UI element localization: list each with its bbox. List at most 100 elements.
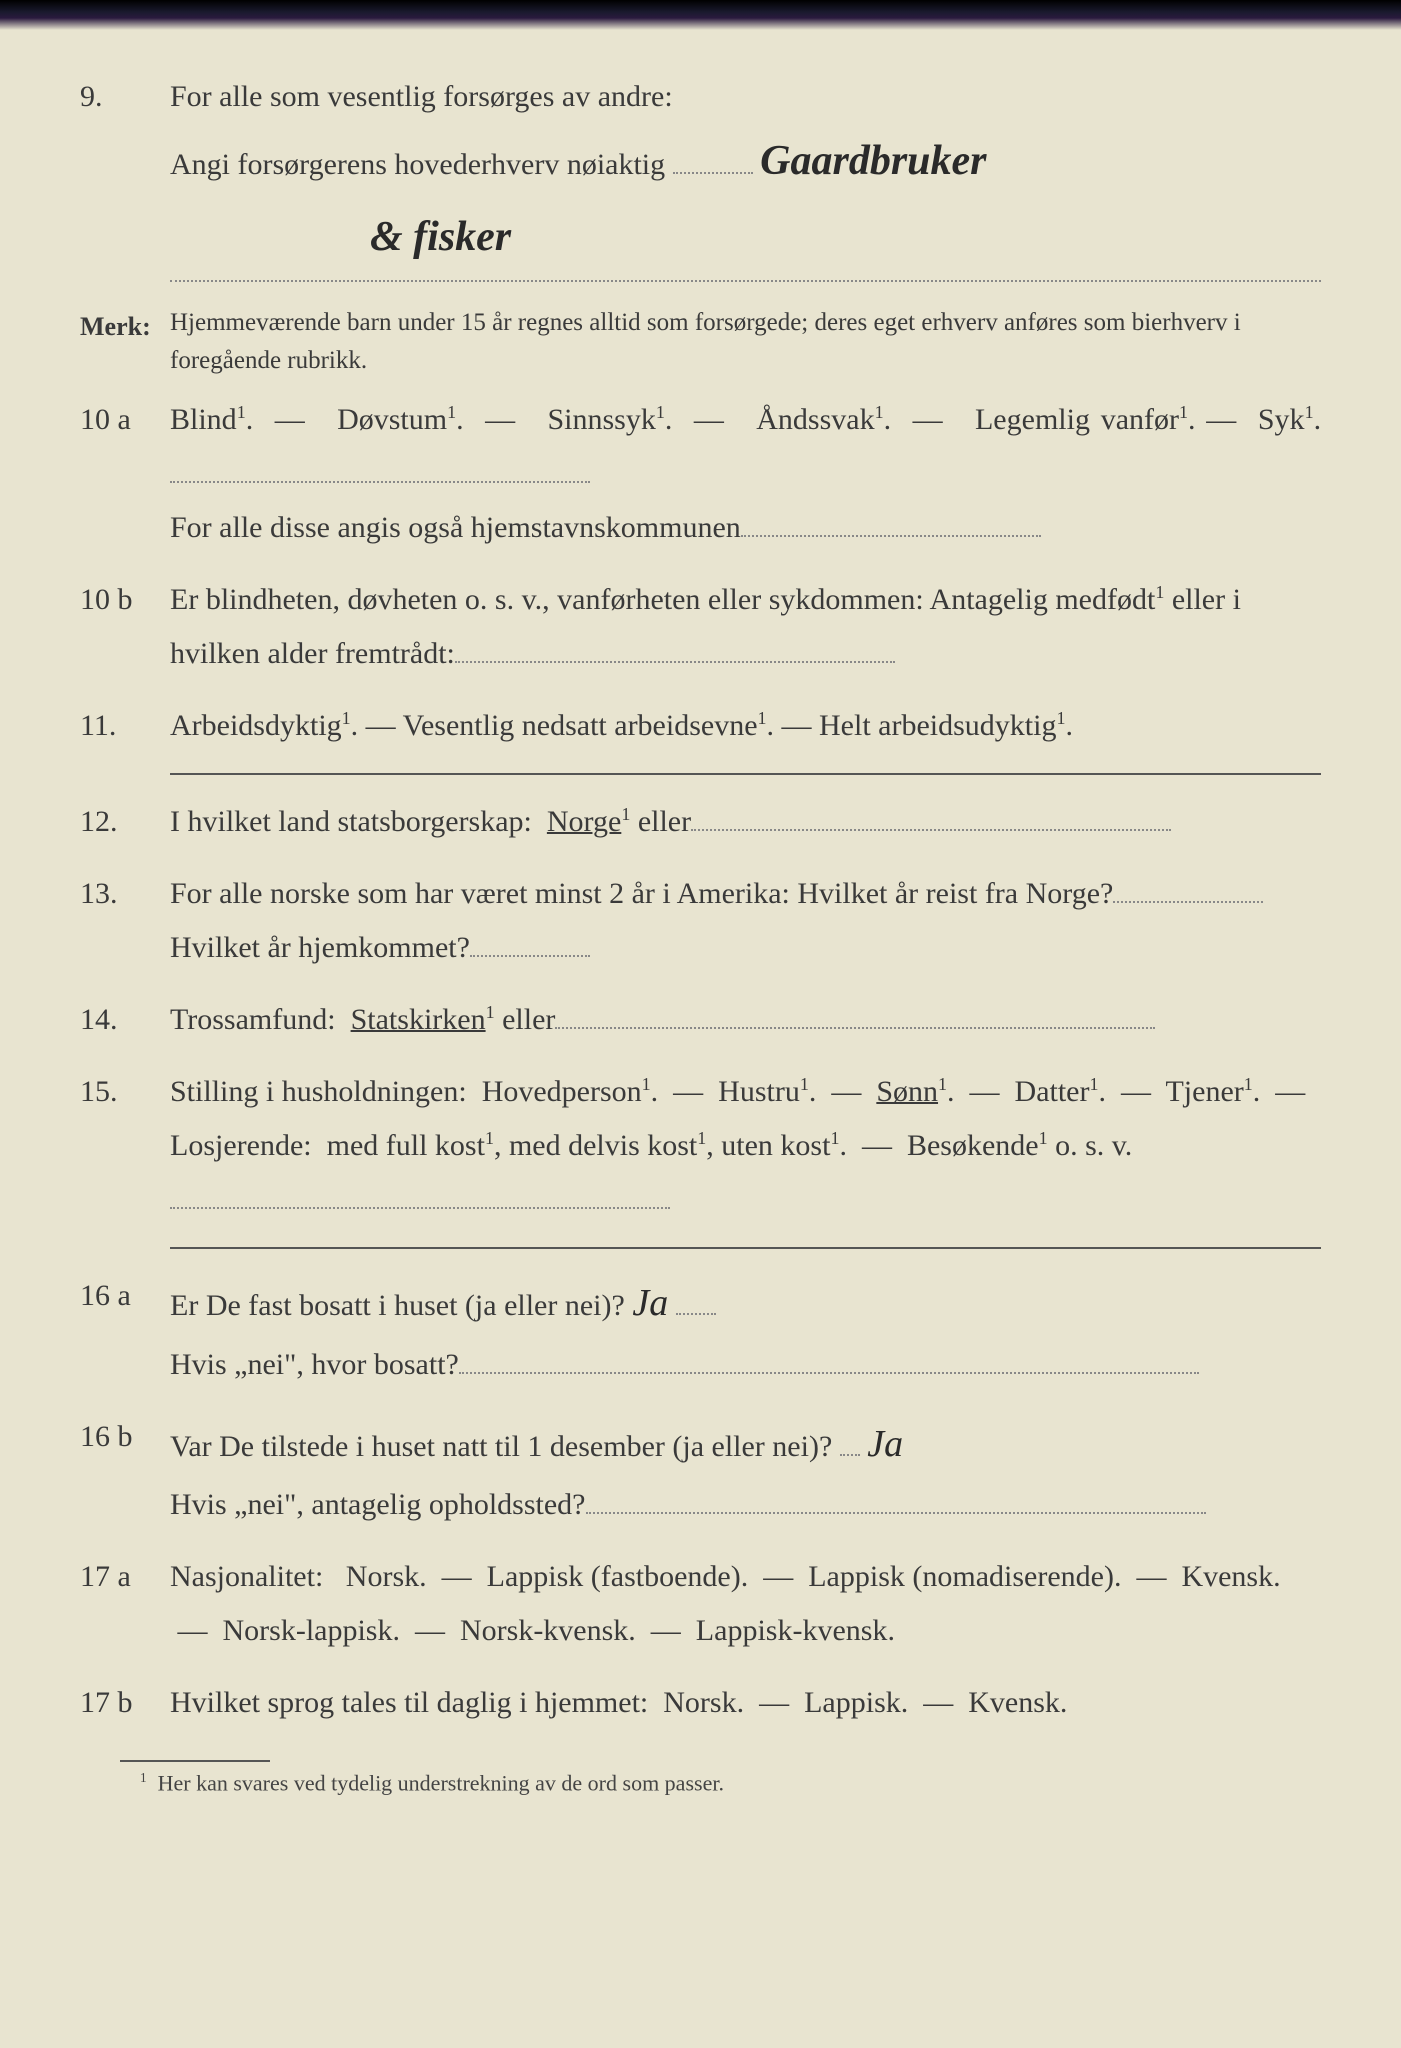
question-content: Nasjonalitet: Norsk. — Lappisk (fastboen… bbox=[170, 1550, 1321, 1658]
sup: 1 bbox=[875, 402, 884, 422]
sup: 1 bbox=[342, 708, 351, 728]
fill bbox=[555, 1027, 1155, 1029]
sup: 1 bbox=[1305, 402, 1314, 422]
q14-text: Trossamfund: bbox=[170, 1003, 336, 1036]
question-content: Var De tilstede i huset natt til 1 desem… bbox=[170, 1410, 1321, 1532]
opt: Norsk-lappisk bbox=[223, 1614, 393, 1647]
opt: Vesentlig nedsatt arbeidsevne bbox=[403, 709, 758, 742]
question-content: Trossamfund: Statskirken1 eller bbox=[170, 993, 1321, 1047]
question-9: 9. For alle som vesentlig forsørges av a… bbox=[80, 70, 1321, 286]
q9-line1: For alle som vesentlig forsørges av andr… bbox=[170, 70, 1321, 124]
section-rule bbox=[170, 1247, 1321, 1249]
question-content: Er blindheten, døvheten o. s. v., vanfør… bbox=[170, 573, 1321, 681]
sup: 1 bbox=[642, 1074, 651, 1094]
q16b-answer: Ja bbox=[867, 1423, 903, 1465]
sup: 1 bbox=[1244, 1074, 1253, 1094]
opt: Syk bbox=[1258, 403, 1305, 436]
fill bbox=[470, 955, 590, 957]
document-page: 9. For alle som vesentlig forsørges av a… bbox=[0, 0, 1401, 2048]
q15-losj: Losjerende: bbox=[170, 1129, 312, 1162]
question-number: 16 a bbox=[80, 1269, 170, 1391]
opt: Arbeidsdyktig bbox=[170, 709, 342, 742]
opt: Norsk-kvensk bbox=[460, 1614, 628, 1647]
question-10a: 10 a Blind1. — Døvstum1. — Sinnssyk1. — … bbox=[80, 393, 1321, 555]
sup: 1 bbox=[1090, 1074, 1099, 1094]
question-number: 9. bbox=[80, 70, 170, 286]
sup: 1 bbox=[621, 804, 630, 824]
q16b-line2-wrap: Hvis „nei", antagelig opholdssted? bbox=[170, 1478, 1321, 1532]
sup: 1 bbox=[758, 708, 767, 728]
footnote-rule bbox=[120, 1760, 270, 1762]
question-number: 17 a bbox=[80, 1550, 170, 1658]
question-number: 11. bbox=[80, 699, 170, 753]
fill bbox=[691, 829, 1171, 831]
question-12: 12. I hvilket land statsborgerskap: Norg… bbox=[80, 795, 1321, 849]
q16b-text: Var De tilstede i huset natt til 1 desem… bbox=[170, 1430, 832, 1463]
fill bbox=[586, 1512, 1206, 1514]
q12-text: I hvilket land statsborgerskap: bbox=[170, 805, 532, 838]
footnote-marker: 1 bbox=[140, 1770, 147, 1785]
question-content: For alle norske som har været minst 2 år… bbox=[170, 867, 1321, 975]
merk-label: Merk: bbox=[80, 304, 170, 379]
q15-text: Stilling i husholdningen: bbox=[170, 1075, 467, 1108]
question-10b: 10 b Er blindheten, døvheten o. s. v., v… bbox=[80, 573, 1321, 681]
opt: Lappisk-kvensk bbox=[696, 1614, 888, 1647]
opt: Sinnssyk bbox=[547, 403, 655, 436]
opt: Norsk bbox=[346, 1560, 419, 1593]
question-number: 15. bbox=[80, 1065, 170, 1227]
q13-text1: For alle norske som har været minst 2 år… bbox=[170, 877, 1113, 910]
question-number: 17 b bbox=[80, 1676, 170, 1730]
sup: 1 bbox=[1039, 1128, 1048, 1148]
q14-opt: Statskirken bbox=[351, 1003, 486, 1036]
opt: med delvis kost bbox=[509, 1129, 697, 1162]
q17b-text: Hvilket sprog tales til daglig i hjemmet… bbox=[170, 1686, 648, 1719]
opt: Kvensk bbox=[1181, 1560, 1273, 1593]
q9-answer2: & fisker bbox=[370, 214, 511, 260]
sup: 1 bbox=[237, 402, 246, 422]
fill bbox=[459, 1372, 1199, 1374]
sup: 1 bbox=[486, 1002, 495, 1022]
opt: Hovedperson bbox=[482, 1075, 642, 1108]
opt: Lappisk bbox=[804, 1686, 901, 1719]
opt: Blind bbox=[170, 403, 237, 436]
sup: 1 bbox=[830, 1128, 839, 1148]
opt: Besøkende bbox=[907, 1129, 1039, 1162]
question-15: 15. Stilling i husholdningen: Hovedperso… bbox=[80, 1065, 1321, 1227]
footnote-text: Her kan svares ved tydelig understreknin… bbox=[158, 1770, 724, 1795]
fill bbox=[840, 1454, 860, 1456]
question-number: 14. bbox=[80, 993, 170, 1047]
q9-answer1: Gaardbruker bbox=[760, 138, 986, 184]
opt: Lappisk (nomadiserende) bbox=[808, 1560, 1114, 1593]
opt: Åndssvak bbox=[756, 403, 874, 436]
question-number: 13. bbox=[80, 867, 170, 975]
scan-edge bbox=[0, 0, 1401, 30]
q17a-text: Nasjonalitet: bbox=[170, 1560, 323, 1593]
q10a-line2: For alle disse angis også hjemstavnskomm… bbox=[170, 511, 741, 544]
opt: Norsk bbox=[663, 1686, 736, 1719]
question-content: I hvilket land statsborgerskap: Norge1 e… bbox=[170, 795, 1321, 849]
merk-note: Merk: Hjemmeværende barn under 15 år reg… bbox=[80, 304, 1321, 379]
q9-line2: Angi forsørgerens hovederhverv nøiaktig bbox=[170, 148, 665, 181]
sup: 1 bbox=[485, 1128, 494, 1148]
q15-tail: o. s. v. bbox=[1055, 1129, 1132, 1162]
section-rule bbox=[170, 773, 1321, 775]
fill bbox=[741, 535, 1041, 537]
opt: uten kost bbox=[721, 1129, 830, 1162]
sup: 1 bbox=[1179, 402, 1188, 422]
question-16b: 16 b Var De tilstede i huset natt til 1 … bbox=[80, 1410, 1321, 1532]
question-content: Hvilket sprog tales til daglig i hjemmet… bbox=[170, 1676, 1321, 1730]
opt: Lappisk (fastboende) bbox=[487, 1560, 741, 1593]
question-content: Blind1. — Døvstum1. — Sinnssyk1. — Åndss… bbox=[170, 393, 1321, 555]
sup: 1 bbox=[656, 402, 665, 422]
q10b-text1: Er blindheten, døvheten o. s. v., vanfør… bbox=[170, 583, 1155, 616]
question-16a: 16 a Er De fast bosatt i huset (ja eller… bbox=[80, 1269, 1321, 1391]
opt: Hustru bbox=[718, 1075, 800, 1108]
opt: Datter bbox=[1015, 1075, 1090, 1108]
q9-answer2-wrap: & fisker bbox=[170, 200, 1321, 276]
question-number: 12. bbox=[80, 795, 170, 849]
opt: med full kost bbox=[327, 1129, 485, 1162]
q10a-options: Blind1. — Døvstum1. — Sinnssyk1. — Åndss… bbox=[170, 393, 1321, 501]
opt: Helt arbeidsudyktig bbox=[819, 709, 1056, 742]
q13-text2: Hvilket år hjemkommet? bbox=[170, 931, 470, 964]
sup: 1 bbox=[938, 1074, 947, 1094]
